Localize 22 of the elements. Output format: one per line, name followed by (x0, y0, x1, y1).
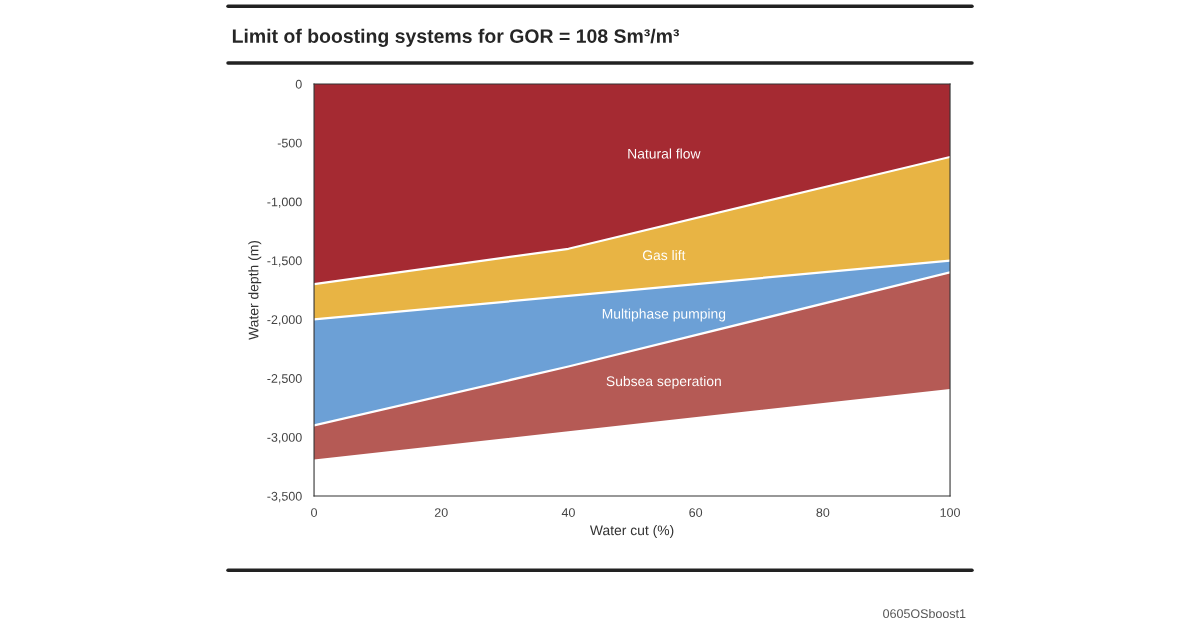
chart-title: Limit of boosting systems for GOR = 108 Sm³/m³ (232, 28, 680, 47)
y-tick-label: -2,500 (267, 374, 302, 385)
series-label: Subsea seperation (606, 375, 721, 389)
series-label: Natural flow (628, 148, 701, 159)
x-tick-label: 60 (689, 508, 703, 517)
x-tick-label: 100 (940, 508, 960, 517)
text: 0605OSboost1 (883, 608, 966, 619)
x-axis-title: Water cut (%) (589, 525, 674, 538)
y-tick-label: -2,000 (267, 315, 302, 326)
y-tick-label: 0 (295, 79, 302, 89)
series-label: Multiphase pumping (602, 308, 726, 322)
y-axis-title: Water depth (m) (248, 240, 262, 340)
y-tick-label: -1,500 (267, 256, 302, 267)
x-tick-label: 0 (311, 508, 318, 517)
series-label: Gas lift (642, 249, 686, 261)
x-tick-label: 40 (561, 508, 575, 517)
x-tick-label: 80 (816, 508, 830, 517)
y-tick-label: -500 (277, 138, 302, 148)
y-tick-label: -3,000 (267, 432, 302, 444)
y-tick-label: -3,500 (267, 491, 302, 503)
x-tick-label: 20 (434, 508, 448, 517)
y-tick-label: -1,000 (267, 197, 302, 208)
